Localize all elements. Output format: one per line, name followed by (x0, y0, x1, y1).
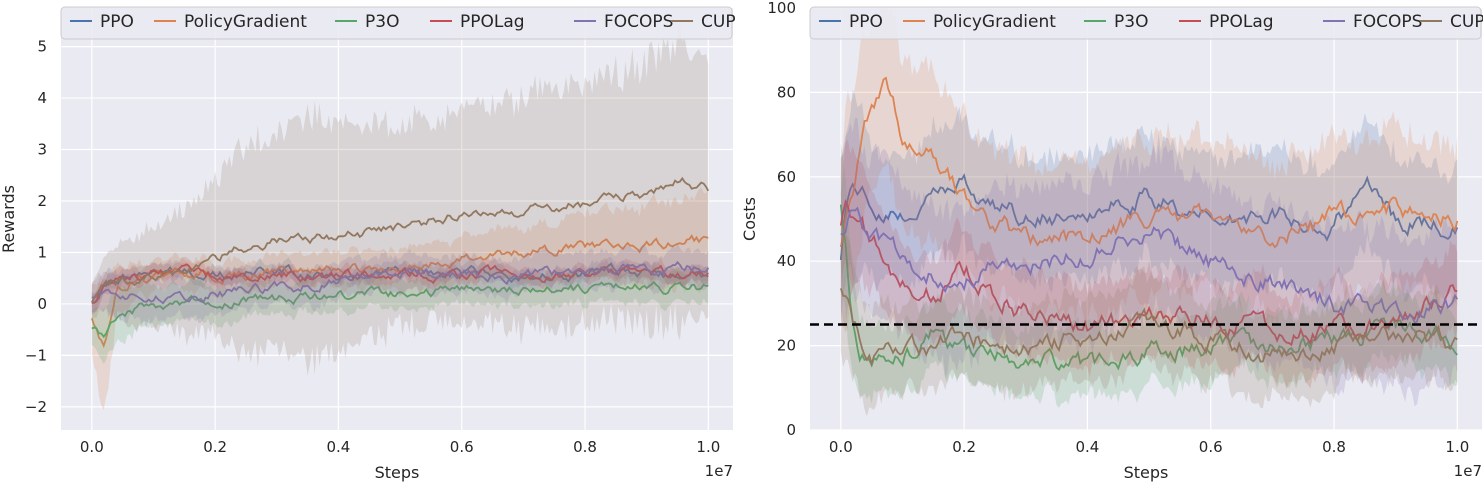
series-band-CUP (840, 224, 1458, 417)
x-tick-label: 0.8 (573, 438, 597, 456)
legend-entry-PolicyGradient: PolicyGradient (184, 12, 307, 32)
plot-area (839, 8, 1459, 417)
series-band-FOCOPS (91, 243, 709, 324)
legend-entry-PPO: PPO (100, 12, 134, 32)
legend-entry-PPOLag: PPOLag (460, 12, 525, 32)
legend: PPO PolicyGradient P3O PPOLag FOCOPS CUP (60, 6, 736, 40)
x-tick-label: 0.0 (80, 438, 104, 456)
legend-entry-PPO: PPO (849, 12, 883, 32)
x-axis-label: Steps (375, 463, 420, 482)
legend-entry-PPOLag: PPOLag (1209, 12, 1274, 32)
series-line-CUP (839, 288, 1458, 368)
series-line-PPO (839, 173, 1459, 260)
rewards-panel: 0.0 0.2 0.4 0.6 0.8 1.0 −2 −1 0 1 2 3 4 5 Steps Rewards… (0, 6, 736, 482)
y-tick-label: 40 (777, 252, 796, 270)
x-tick-label: 0.2 (203, 438, 227, 456)
y-tick-label: 1 (37, 243, 47, 261)
legend-entry-CUP: CUP (701, 12, 736, 32)
y-tick-label: 100 (767, 0, 796, 17)
series-band-PolicyGradient (91, 187, 709, 410)
y-tick-label: −2 (25, 398, 47, 416)
series-line-PolicyGradient (90, 234, 709, 349)
y-tick-label: 0 (786, 421, 796, 439)
x-tick-label: 1.0 (696, 438, 720, 456)
y-tick-label: −1 (25, 346, 47, 364)
y-tick-label: 20 (777, 337, 796, 355)
series-line-P3O (91, 280, 709, 339)
x-tick-label: 0.6 (450, 438, 474, 456)
series-band-P3O (840, 143, 1458, 408)
series-line-CUP (91, 176, 710, 303)
y-tick-label: 80 (777, 83, 796, 101)
series-line-FOCOPS (840, 206, 1459, 324)
x-tick-label: 0.4 (1076, 438, 1100, 456)
series-line-PolicyGradient (839, 76, 1459, 249)
y-axis-label: Rewards (0, 185, 18, 253)
x-tick-label: 1.0 (1445, 438, 1469, 456)
legend-box (60, 6, 733, 40)
legend-box (809, 6, 1482, 40)
x-tick-label: 0.6 (1199, 438, 1223, 456)
x-tick-label: 0.4 (327, 438, 351, 456)
costs-panel: 0.0 0.2 0.4 0.6 0.8 1.0 0 20 40 60 80 100 Steps Costs… (740, 0, 1483, 482)
series-band-PPOLag (840, 138, 1458, 390)
x-offset-label: 1e7 (705, 462, 733, 480)
series-band-CUP (91, 22, 709, 376)
legend-entry-FOCOPS: FOCOPS (604, 12, 673, 32)
series-line-FOCOPS (91, 260, 710, 305)
legend-entry-PolicyGradient: PolicyGradient (933, 12, 1056, 32)
plot-area (90, 22, 710, 410)
legend-entry-P3O: P3O (365, 12, 399, 32)
legend-entry-P3O: P3O (1114, 12, 1148, 32)
series-band-PPO (840, 89, 1458, 327)
legend-entry-CUP: CUP (1450, 12, 1483, 32)
legend-entry-FOCOPS: FOCOPS (1353, 12, 1422, 32)
series-band-P3O (91, 264, 709, 364)
x-tick-label: 0.2 (952, 438, 976, 456)
x-axis-label: Steps (1124, 463, 1169, 482)
series-band-PolicyGradient (840, 8, 1458, 333)
y-tick-label: 60 (777, 168, 796, 186)
x-tick-label: 0.8 (1322, 438, 1346, 456)
y-tick-label: 4 (37, 89, 47, 107)
series-band-FOCOPS (840, 117, 1458, 407)
y-tick-label: 3 (37, 141, 47, 159)
x-tick-label: 0.0 (829, 438, 853, 456)
plot-background (810, 8, 1482, 430)
x-offset-label: 1e7 (1454, 462, 1482, 480)
y-tick-label: 0 (37, 295, 47, 313)
y-tick-label: 2 (37, 192, 47, 210)
y-axis-label: Costs (740, 197, 759, 241)
legend: PPO PolicyGradient P3O PPOLag FOCOPS CUP (809, 6, 1483, 40)
y-tick-label: 5 (37, 38, 47, 56)
plot-background (61, 8, 733, 430)
series-line-PPOLag (91, 263, 709, 304)
